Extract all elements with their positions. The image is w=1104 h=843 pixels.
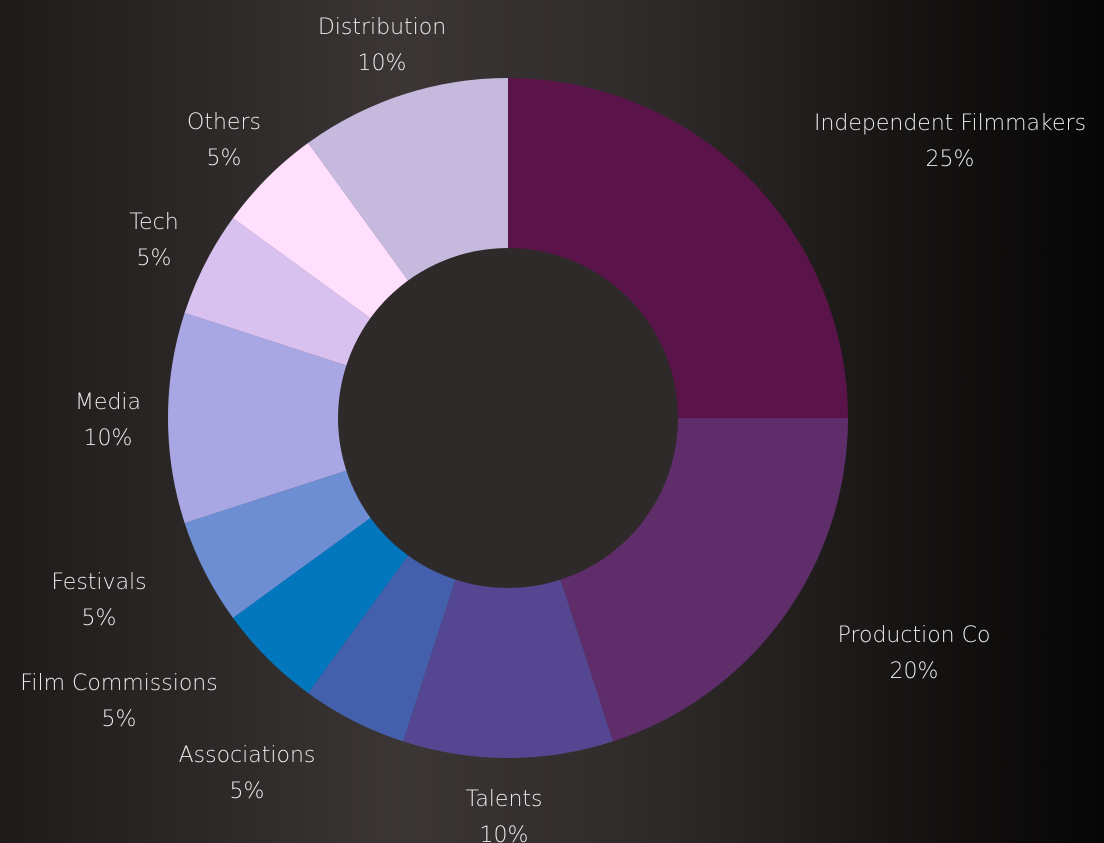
- slice-label-talents: Talents: [466, 787, 543, 812]
- slice-talents: [402, 418, 614, 759]
- slice-value-independent-filmmakers: 25%: [926, 147, 975, 172]
- slice-label-associations: Associations: [179, 743, 316, 768]
- slice-label-tech: Tech: [129, 210, 178, 235]
- slice-value-others: 5%: [207, 146, 242, 171]
- slice-label-independent-filmmakers: Independent Filmmakers: [814, 111, 1086, 136]
- slice-media: [167, 312, 508, 524]
- slice-labels: Independent Filmmakers 25% Production Co 20…: [20, 15, 1086, 843]
- slice-value-distribution: 10%: [358, 51, 407, 76]
- slice-label-production-co: Production Co: [838, 623, 991, 648]
- slice-label-film-commissions: Film Commissions: [20, 671, 217, 696]
- slice-label-media: Media: [75, 390, 141, 415]
- slice-value-tech: 5%: [137, 246, 172, 271]
- slice-label-others: Others: [187, 110, 261, 135]
- slice-label-distribution: Distribution: [318, 15, 446, 40]
- slice-value-film-commissions: 5%: [102, 707, 137, 732]
- donut-hole: [338, 248, 678, 588]
- slice-label-festivals: Festivals: [51, 570, 146, 595]
- slice-value-production-co: 20%: [890, 659, 939, 684]
- slice-value-festivals: 5%: [82, 606, 117, 631]
- slice-value-associations: 5%: [230, 779, 265, 804]
- slice-value-media: 10%: [84, 426, 133, 451]
- slice-value-talents: 10%: [480, 823, 529, 843]
